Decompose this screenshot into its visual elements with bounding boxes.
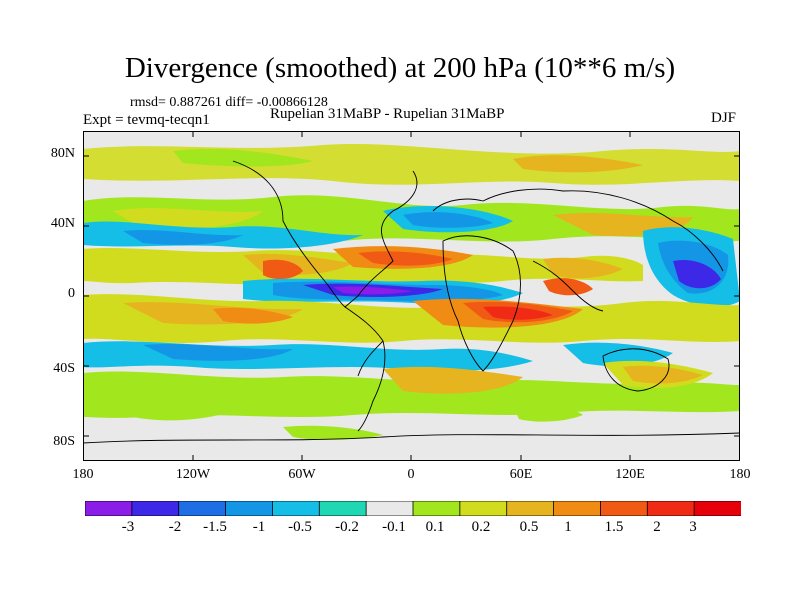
y-tick-label: 40N [50, 216, 75, 231]
x-tick-label: 180 [729, 467, 751, 482]
y-tick-label: 80S [53, 434, 75, 449]
colorbar-label: -3 [121, 519, 135, 535]
divergence-map [82, 131, 741, 461]
period-label: Rupelian 31MaBP - Rupelian 31MaBP [270, 106, 505, 122]
y-tick-label: 0 [68, 286, 75, 301]
coastline-layer [82, 160, 741, 444]
colorbar-label: 2 [653, 519, 661, 535]
colorbar-swatches [84, 500, 742, 517]
y-tick-label: 80N [50, 146, 75, 161]
colorbar-swatch [178, 500, 227, 517]
colorbar-swatch [412, 500, 461, 517]
x-tick-label: 60W [288, 467, 316, 482]
colorbar-swatch [272, 500, 321, 517]
colorbar-swatch [459, 500, 508, 517]
colorbar-swatch [646, 500, 696, 517]
colorbar-label: -0.1 [382, 519, 406, 535]
plot-title: Divergence (smoothed) at 200 hPa (10**6 … [124, 52, 676, 84]
season-label: DJF [711, 110, 737, 126]
y-tick-label: 40S [53, 361, 75, 376]
colorbar-label: 1.5 [604, 519, 624, 535]
colorbar-swatch [693, 500, 742, 517]
colorbar-swatch [600, 500, 649, 517]
contour-fill-layer [83, 131, 740, 461]
colorbar-label: -2 [168, 519, 182, 535]
colorbar-label: -1.5 [203, 519, 227, 535]
x-tick-label: 120E [615, 467, 645, 482]
x-tick-label: 0 [407, 467, 415, 482]
tick-marks [83, 131, 740, 461]
colorbar-label: 0.5 [519, 519, 539, 535]
colorbar-label: -1 [252, 519, 266, 535]
colorbar-swatch [84, 500, 133, 517]
experiment-label: Expt = tevmq-tecqn1 [83, 112, 210, 128]
colorbar-swatch [365, 500, 414, 517]
colorbar-swatch [553, 500, 602, 517]
colorbar-label: -0.5 [288, 519, 312, 535]
colorbar-swatch [506, 500, 555, 517]
x-tick-label: 60E [509, 467, 533, 482]
colorbar-swatch [131, 500, 180, 517]
x-tick-label: 180 [72, 467, 94, 482]
stats-text: rmsd= 0.887261 diff= -0.00866128 [130, 95, 328, 110]
colorbar [84, 500, 742, 517]
x-tick-label: 120W [175, 467, 211, 482]
colorbar-label: -0.2 [335, 519, 359, 535]
colorbar-swatch [318, 500, 368, 517]
colorbar-label: 1 [564, 519, 572, 535]
colorbar-label: 0.2 [471, 519, 491, 535]
colorbar-label: 3 [689, 519, 697, 535]
colorbar-label: 0.1 [425, 519, 445, 535]
colorbar-swatch [225, 500, 274, 517]
map-panel [82, 131, 741, 461]
